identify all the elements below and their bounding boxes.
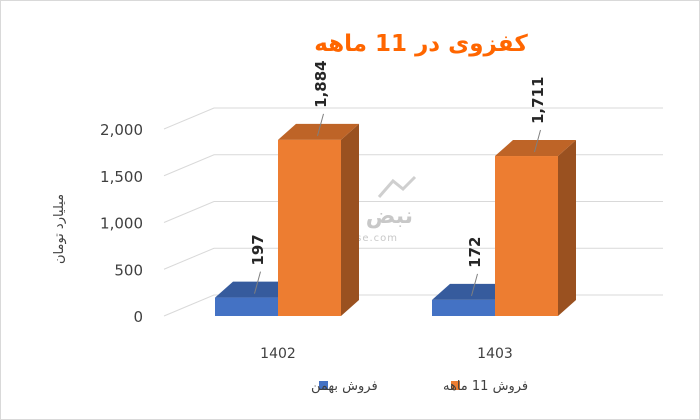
data-label: 172 [466,237,484,268]
x-axis-categories: 1402 1403 [260,346,513,362]
bar-1403-0 [432,299,495,316]
grid-line-2000 [163,107,663,130]
data-label-leader [254,271,261,294]
grid-line-500 [163,247,663,270]
chart-title: کفزوی در 11 ماهه [314,31,528,57]
y-tick-label: 1,000 [100,215,143,233]
watermark-chart-icon [377,175,417,198]
bar-1402-0 [215,297,278,316]
bar-1402-1 [278,139,341,316]
bar-1403-1 [495,156,558,316]
data-label: 1,884 [312,60,330,107]
bars [215,123,576,316]
data-label-leader [534,129,541,153]
legend-swatch [451,381,460,390]
grid-line-1000 [163,201,663,223]
data-label: 197 [249,234,267,265]
legend-swatch [319,381,328,390]
legend-label: فروش 11 ماهه [443,379,528,394]
data-label-leader [471,273,478,297]
data-labels: 197 1,884 172 1,711 [249,60,547,297]
y-axis-label: میلیارد تومان [52,194,67,264]
grid-line-1500 [163,154,663,177]
y-axis-ticks: 0 500 1,000 1,500 2,000 [100,121,143,326]
y-tick-label: 1,500 [100,168,143,186]
y-tick-label: 2,000 [100,121,143,139]
legend: فروش 11 ماهه فروش بهمن [311,379,528,394]
data-label: 1,711 [529,77,547,124]
x-category-label: 1402 [260,346,296,362]
y-tick-label: 0 [133,308,143,326]
bar-side-1402-1 [341,123,359,316]
bar-side-1403-1 [558,140,576,316]
y-tick-label: 500 [114,261,143,279]
legend-label: فروش بهمن [311,379,378,394]
x-category-label: 1403 [477,346,513,362]
data-label-leader [317,113,324,136]
